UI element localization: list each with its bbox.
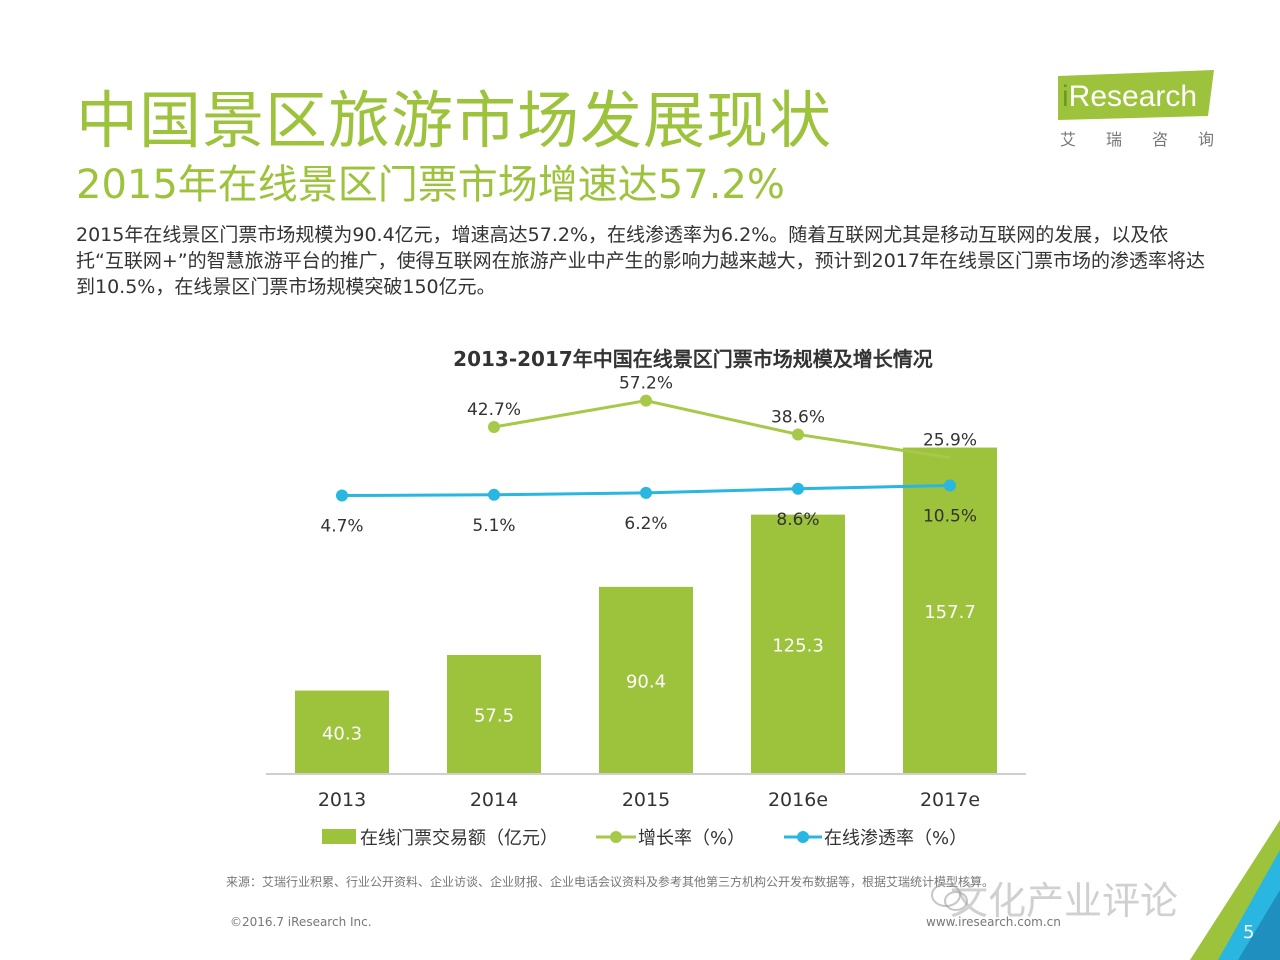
growth-rate-line: [493, 399, 951, 460]
wechat-watermark-icon: [931, 883, 968, 911]
growth-rate-label: 57.2%: [619, 374, 673, 394]
penetration-rate-point: [336, 489, 348, 502]
bar-value-label: 90.4: [626, 671, 666, 692]
legend-penetration-label: 在线渗透率（%）: [824, 828, 967, 849]
chart-title: 2013-2017年中国在线景区门票市场规模及增长情况: [453, 347, 933, 371]
penetration-rate-point: [640, 486, 652, 499]
bar-2013: [295, 690, 389, 774]
logo-chinese-name: 艾瑞咨询: [1060, 130, 1245, 149]
x-tick-label: 2017e: [920, 789, 980, 811]
website-url: www.iresearch.com.cn: [926, 915, 1061, 929]
growth-rate-point: [640, 394, 652, 407]
bar-2014: [447, 654, 541, 774]
x-tick-label: 2013: [318, 789, 366, 811]
corner-decoration: [1190, 820, 1280, 960]
penetration-rate-label: 6.2%: [624, 514, 667, 534]
growth-rate-point: [792, 428, 804, 441]
penetration-rate-label: 5.1%: [472, 516, 515, 536]
growth-rate-point: [488, 421, 500, 433]
watermark-text: 文化产业评论: [950, 879, 1179, 923]
summary-paragraph: 2015年在线景区门票市场规模为90.4亿元，增速高达57.2%，在线渗透率为6…: [76, 224, 1205, 298]
x-tick-label: 2015: [622, 789, 670, 811]
growth-rate-label: 42.7%: [467, 400, 521, 420]
page-subtitle: 2015年在线景区门票市场增速达57.2%: [76, 162, 785, 208]
penetration-rate-point: [488, 488, 500, 501]
bar-value-label: 125.3: [772, 635, 824, 656]
x-tick-label: 2016e: [768, 789, 828, 811]
legend-penetration-swatch-dot: [797, 831, 809, 843]
page-number: 5: [1243, 922, 1255, 943]
bar-2017e: [903, 447, 997, 774]
source-note: 来源：艾瑞行业积累、行业公开资料、企业访谈、企业财报、企业电话会议资料及参考其他…: [226, 875, 995, 889]
penetration-rate-point: [792, 482, 804, 495]
legend-growth-swatch-dot: [610, 831, 622, 843]
market-chart: 2013-2017年中国在线景区门票市场规模及增长情况 40.3 2013 57.5…: [266, 347, 1026, 849]
bar-value-label: 40.3: [322, 723, 362, 744]
bar-value-label: 157.7: [924, 602, 976, 623]
penetration-rate-label: 10.5%: [923, 506, 977, 526]
logo-wordmark: iResearch: [1062, 80, 1197, 114]
penetration-rate-label: 8.6%: [776, 510, 819, 530]
bar-2016e: [751, 514, 845, 774]
bar-value-label: 57.5: [474, 705, 514, 726]
legend-bar-label: 在线门票交易额（亿元）: [360, 828, 558, 849]
copyright: ©2016.7 iResearch Inc.: [230, 915, 372, 929]
legend-growth-label: 增长率（%）: [638, 828, 745, 849]
penetration-rate-point: [944, 479, 956, 492]
bar-2015: [599, 586, 693, 774]
page-title: 中国景区旅游市场发展现状: [76, 84, 833, 157]
legend-bar-swatch: [322, 829, 356, 844]
iresearch-logo: iResearch 艾瑞咨询: [1058, 70, 1218, 150]
logo-i: i: [1062, 80, 1069, 113]
logo-research: Research: [1068, 80, 1198, 113]
growth-rate-label: 25.9%: [923, 431, 977, 451]
penetration-rate-label: 4.7%: [320, 517, 363, 537]
growth-rate-label: 38.6%: [771, 407, 825, 427]
x-tick-label: 2014: [470, 789, 518, 811]
logo-banner-shape: [1058, 70, 1214, 120]
